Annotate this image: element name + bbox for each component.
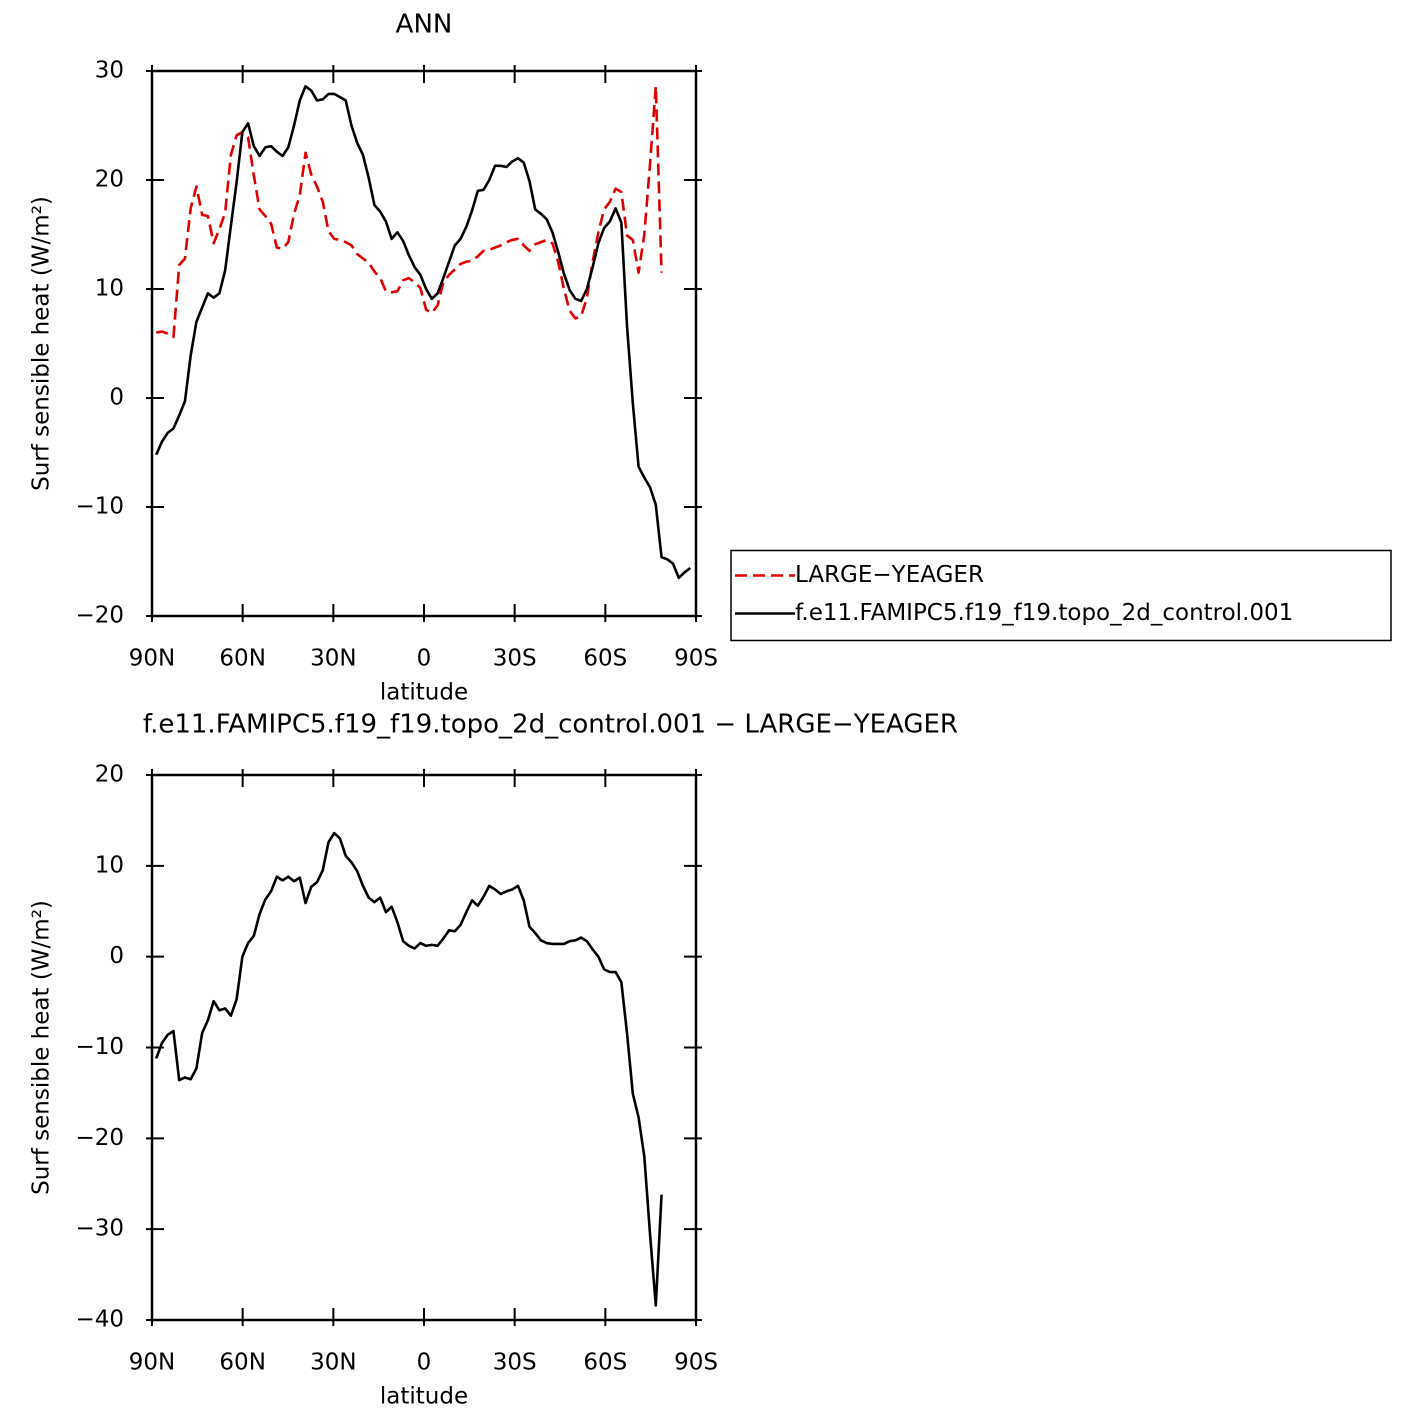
y-tick-label: 20 xyxy=(95,762,124,788)
y-tick-label: 10 xyxy=(95,276,124,302)
legend-frame xyxy=(730,549,1392,642)
y-tick-label: −20 xyxy=(75,1125,124,1151)
chart-title: f.e11.FAMIPC5.f19_f19.topo_2d_control.00… xyxy=(143,710,958,740)
line-series xyxy=(155,831,663,1307)
x-tick-label: 90N xyxy=(129,1350,175,1376)
x-tick-label: 30N xyxy=(310,1350,356,1376)
plot-frame xyxy=(150,69,698,618)
y-tick-label: −10 xyxy=(75,1034,124,1060)
y-axis-label: Surf sensible heat (W/m²) xyxy=(29,900,55,1195)
x-tick-label: 60S xyxy=(583,646,627,672)
x-tick-label: 90N xyxy=(129,646,175,672)
legend: LARGE−YEAGER f.e11.FAMIPC5.f19_f19.topo_2… xyxy=(730,549,1392,642)
x-tick-label: 0 xyxy=(417,1350,432,1376)
x-tick-label: 30S xyxy=(493,1350,537,1376)
y-tick-label: −20 xyxy=(75,603,124,629)
line-series xyxy=(155,84,692,580)
x-axis-label: latitude xyxy=(380,1384,468,1410)
y-axis-label: Surf sensible heat (W/m²) xyxy=(29,196,55,491)
x-tick-label: 60S xyxy=(583,1350,627,1376)
y-tick-label: −40 xyxy=(75,1307,124,1333)
y-tick-label: 0 xyxy=(109,943,124,969)
x-tick-label: 30N xyxy=(310,646,356,672)
line-series xyxy=(155,84,663,339)
y-tick-label: 30 xyxy=(95,58,124,84)
y-tick-label: 10 xyxy=(95,852,124,878)
x-tick-label: 60N xyxy=(219,1350,265,1376)
x-tick-label: 60N xyxy=(219,646,265,672)
y-tick-label: 20 xyxy=(95,167,124,193)
x-tick-label: 90S xyxy=(674,646,718,672)
plot-frame xyxy=(150,773,698,1322)
legend-label: LARGE−YEAGER xyxy=(795,562,984,588)
y-tick-label: −30 xyxy=(75,1216,124,1242)
legend-label: f.e11.FAMIPC5.f19_f19.topo_2d_control.00… xyxy=(795,600,1293,626)
x-tick-label: 90S xyxy=(674,1350,718,1376)
x-tick-label: 30S xyxy=(493,646,537,672)
x-tick-label: 0 xyxy=(417,646,432,672)
chart-title: ANN xyxy=(396,10,453,40)
y-tick-label: −10 xyxy=(75,494,124,520)
y-tick-label: 0 xyxy=(109,385,124,411)
x-axis-label: latitude xyxy=(380,680,468,706)
